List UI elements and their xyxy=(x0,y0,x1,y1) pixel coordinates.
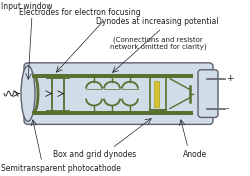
Bar xyxy=(32,111,193,115)
Text: Anode: Anode xyxy=(183,150,207,159)
Text: Dynodes at increasing potential: Dynodes at increasing potential xyxy=(96,17,218,26)
Text: Semitransparent photocathode: Semitransparent photocathode xyxy=(1,164,121,173)
Text: Electrodes for electron focusing: Electrodes for electron focusing xyxy=(19,8,141,17)
Bar xyxy=(32,74,193,78)
FancyBboxPatch shape xyxy=(24,63,213,124)
Bar xyxy=(150,77,166,111)
Bar xyxy=(154,81,159,106)
Ellipse shape xyxy=(21,66,35,121)
Text: -: - xyxy=(226,104,229,113)
Text: +: + xyxy=(226,74,234,83)
Text: Input window: Input window xyxy=(1,2,52,11)
Text: Box and grid dynodes: Box and grid dynodes xyxy=(54,150,136,159)
FancyBboxPatch shape xyxy=(198,70,218,117)
Text: (Connections and resistor
network omitted for clarity): (Connections and resistor network omitte… xyxy=(110,36,206,50)
